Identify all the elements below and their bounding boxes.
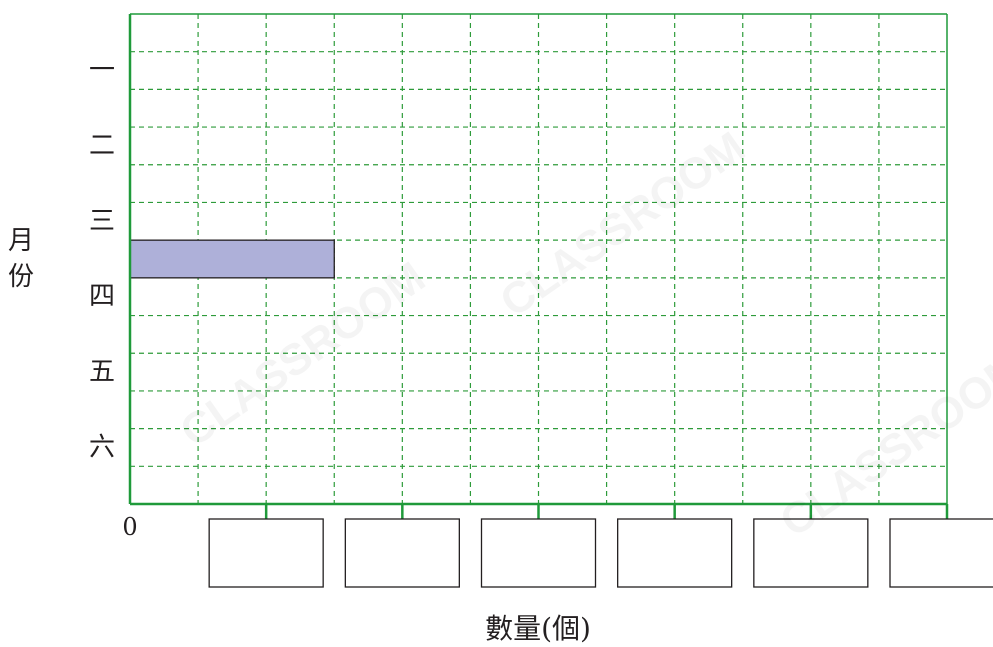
answer-box [208, 518, 324, 588]
bars [129, 239, 335, 279]
bar-3 [129, 239, 335, 279]
y-tick-label: 五 [89, 357, 115, 387]
answer-boxes [208, 504, 993, 588]
y-tick-label: 三 [89, 206, 115, 236]
answer-box [753, 518, 869, 588]
y-tick-label: 二 [89, 131, 115, 161]
y-tick-label: 六 [89, 432, 115, 462]
y-axis-label-char-1: 月 [8, 226, 35, 256]
x-tick-label-zero: 0 [122, 513, 137, 541]
y-axis-label-char-2: 份 [8, 262, 35, 292]
y-tick-label: 四 [89, 282, 115, 312]
answer-box [344, 518, 460, 588]
answer-box [889, 518, 993, 588]
grid [130, 14, 947, 504]
answer-box [480, 518, 597, 588]
x-axis-label: 數量(個) [485, 612, 591, 645]
y-tick-label: 一 [89, 56, 115, 86]
answer-box [617, 518, 733, 588]
